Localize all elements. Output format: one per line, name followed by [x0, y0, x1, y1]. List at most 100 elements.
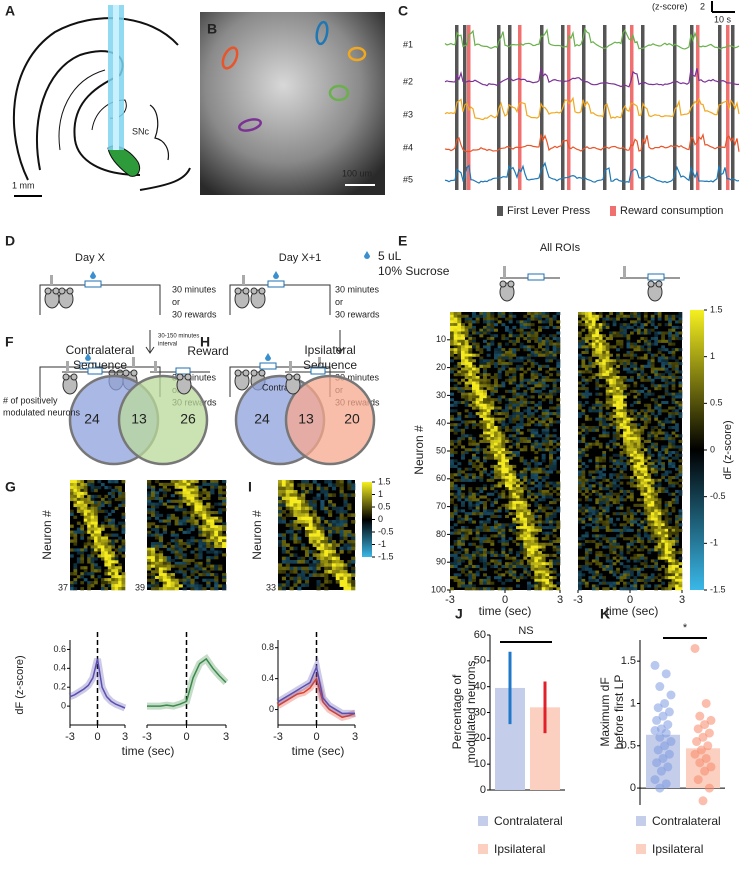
heatmap-cell [530, 353, 535, 357]
heatmap-cell [450, 423, 454, 427]
heatmap-cell [598, 573, 603, 577]
heatmap-cell [626, 342, 631, 346]
heatmap-cell [523, 503, 528, 507]
heatmap-cell [166, 581, 171, 585]
heatmap-cell [147, 567, 152, 571]
heatmap-cell [508, 470, 513, 474]
heatmap-cell [450, 548, 454, 552]
heatmap-cell [647, 578, 652, 582]
heatmap-cell [461, 495, 465, 499]
heatmap-cell [516, 425, 520, 430]
heatmap-cell [541, 325, 546, 329]
heatmap-cell [457, 323, 462, 327]
heatmap-cell [516, 395, 520, 399]
heatmap-cell [107, 548, 112, 552]
heatmap-cell [534, 514, 539, 519]
heatmap-cell [281, 546, 286, 551]
heatmap-cell [609, 423, 613, 427]
heatmap-cell [516, 509, 520, 513]
heatmap-cell [643, 387, 648, 391]
heatmap-cell [464, 317, 469, 321]
heatmap-cell [475, 503, 480, 507]
heatmap-cell [636, 389, 641, 393]
heatmap-cell [479, 387, 484, 391]
heatmap-cell [664, 570, 669, 574]
heatmap-cell [545, 320, 550, 324]
heatmap-cell [541, 476, 546, 480]
heatmap-cell [623, 462, 627, 466]
heatmap-cell [619, 387, 624, 391]
heatmap-cell [623, 417, 627, 421]
heatmap-cell [304, 490, 310, 494]
heatmap-cell [609, 367, 613, 371]
heatmap-cell [675, 364, 679, 368]
heatmap-cell [595, 467, 600, 471]
heatmap-cell [678, 448, 683, 452]
heatmap-cell [472, 425, 476, 430]
heatmap-cell [464, 564, 469, 569]
heatmap-cell [351, 540, 356, 544]
heatmap-cell [73, 542, 78, 546]
heatmap-cell [578, 587, 582, 591]
heatmap-cell [633, 437, 638, 441]
heatmap-cell [527, 534, 531, 538]
heatmap-cell [166, 558, 171, 563]
heatmap-cell [530, 470, 535, 474]
heatmap-cell [675, 526, 679, 530]
heatmap-cell [647, 528, 652, 532]
heatmap-cell [190, 567, 195, 571]
heatmap-cell [598, 367, 603, 371]
heatmap-cell [626, 431, 631, 435]
heatmap-cell [483, 523, 487, 527]
heatmap-cell [320, 490, 325, 494]
heatmap-cell [650, 520, 655, 524]
heatmap-cell [297, 540, 302, 544]
heatmap-cell [545, 375, 550, 380]
heatmap-cell [166, 482, 171, 486]
heatmap-cell [497, 412, 502, 416]
heatmap-cell [198, 542, 203, 546]
heatmap-cell [479, 378, 484, 382]
heatmap-cell [107, 533, 112, 537]
heatmap-cell [494, 453, 498, 457]
heatmap-cell [523, 517, 528, 521]
heatmap-cell [556, 545, 561, 549]
heatmap-cell [320, 533, 325, 537]
heatmap-cell [508, 495, 513, 499]
heatmap-cell [468, 503, 473, 507]
heatmap-cell [671, 462, 676, 466]
heatmap-cell [605, 378, 610, 382]
heatmap-cell [218, 525, 223, 529]
heatmap-cell [626, 423, 631, 427]
heatmap-cell [584, 539, 589, 544]
heatmap-cell [538, 448, 542, 452]
heatmap-cell [598, 373, 603, 377]
heatmap-cell [497, 495, 502, 499]
heatmap-cell [475, 551, 480, 555]
heatmap-cell [654, 370, 659, 374]
heatmap-cell [538, 337, 542, 341]
heatmap-cell [530, 350, 535, 354]
heatmap-cell [623, 570, 627, 574]
heatmap-cell [214, 536, 219, 540]
heatmap-cell [206, 564, 211, 568]
heatmap-cell [497, 342, 502, 346]
heatmap-cell [578, 414, 582, 418]
heatmap-cell [654, 353, 659, 357]
heatmap-cell [154, 505, 160, 509]
heatmap-cell [549, 539, 553, 544]
heatmap-cell [486, 431, 491, 435]
heatmap-cell [464, 392, 469, 396]
heatmap-cell [650, 548, 655, 552]
heatmap-cell [461, 534, 465, 538]
heatmap-cell [654, 559, 659, 563]
heatmap-cell [178, 578, 183, 582]
heatmap-cell [70, 581, 74, 585]
heatmap-cell [664, 545, 669, 549]
heatmap-cell [281, 516, 286, 521]
heatmap-cell [190, 558, 195, 563]
heatmap-cell [512, 389, 517, 393]
heatmap-cell [636, 570, 641, 574]
heatmap-cell [530, 467, 535, 471]
heatmap-cell [523, 498, 528, 502]
